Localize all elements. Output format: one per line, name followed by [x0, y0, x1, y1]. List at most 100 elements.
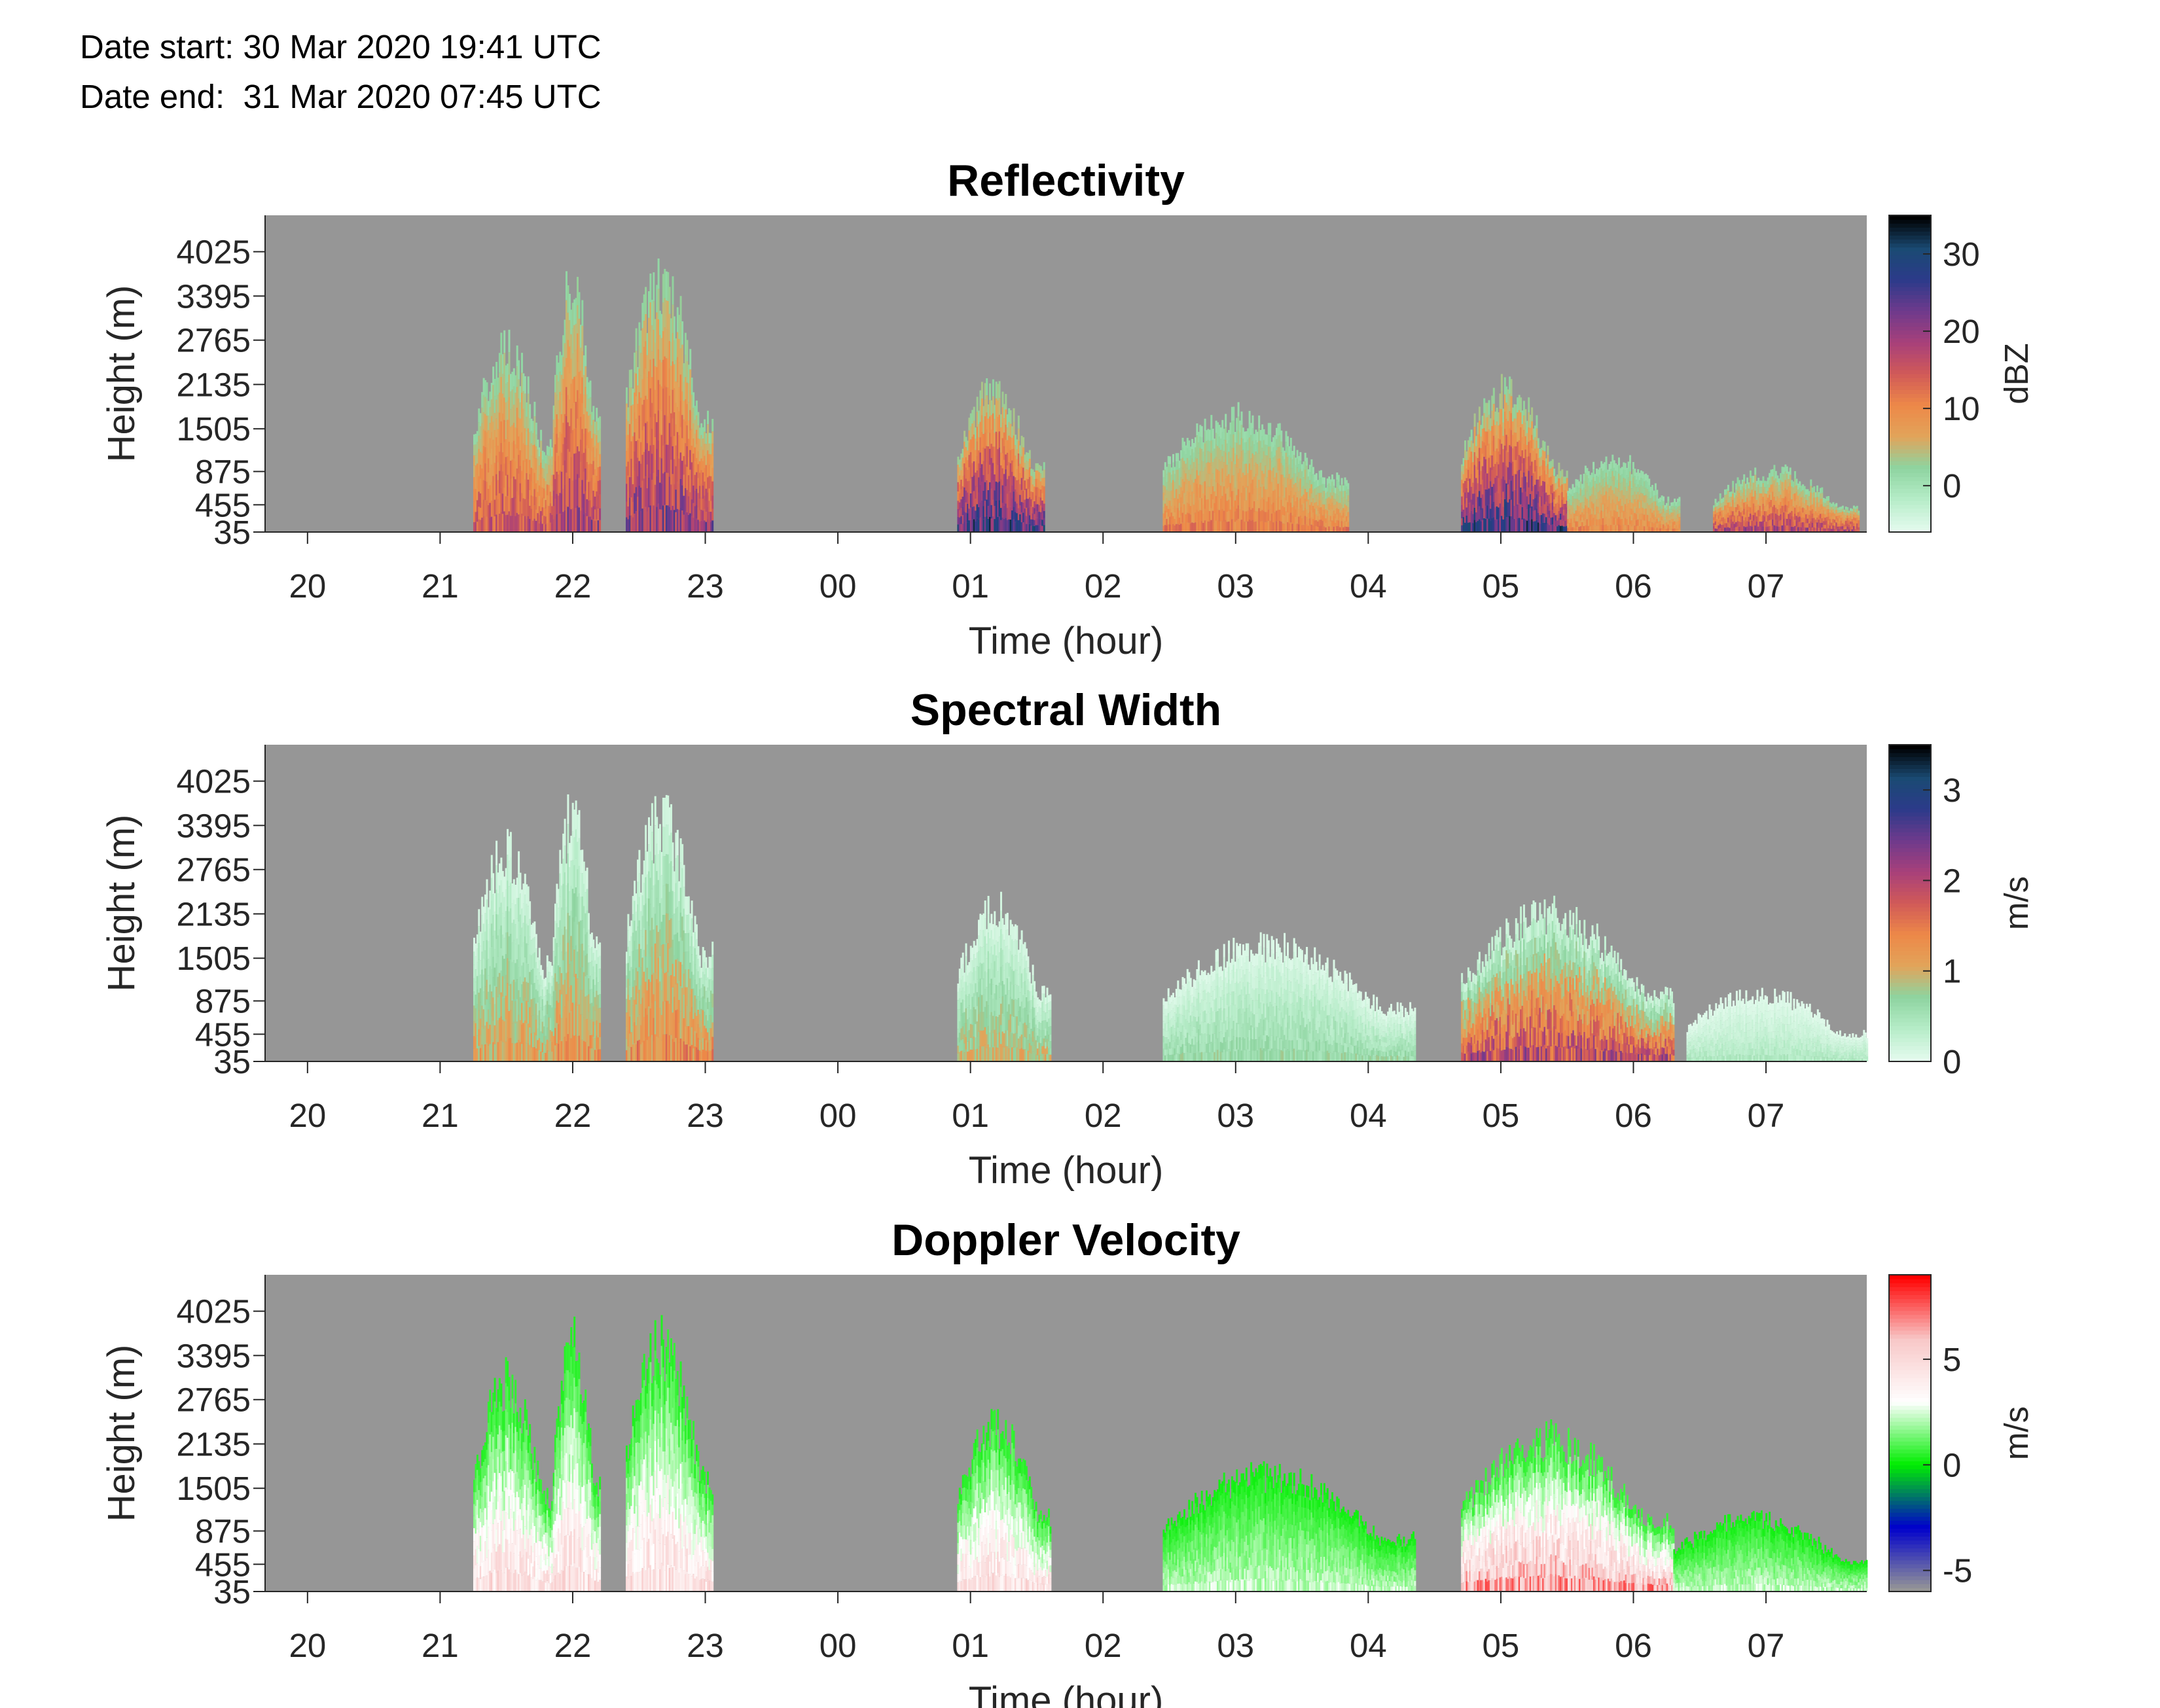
- echo-layer: [473, 258, 1860, 532]
- echo-cell: [1807, 518, 1809, 524]
- echo-cell: [675, 360, 677, 382]
- echo-cell: [686, 425, 689, 446]
- echo-cell: [1536, 520, 1538, 532]
- echo-cell: [500, 464, 503, 488]
- colorbar-band: [1889, 413, 1931, 418]
- echo-cell: [473, 465, 475, 477]
- echo-cell: [1178, 525, 1181, 532]
- echo-cell: [1716, 522, 1718, 526]
- echo-cell: [1749, 471, 1752, 478]
- echo-cell: [1467, 492, 1469, 504]
- echo-cell: [1630, 488, 1633, 496]
- echo-cell: [559, 451, 562, 471]
- echo-cell: [1500, 516, 1503, 532]
- echo-cell: [1729, 507, 1731, 511]
- echo-cell: [1537, 491, 1539, 503]
- echo-cell: [1789, 525, 1791, 532]
- echo-cell: [1036, 504, 1039, 512]
- echo-cell: [501, 471, 504, 494]
- echo-cell: [1522, 430, 1525, 444]
- echo-cell: [1259, 463, 1262, 474]
- echo-cell: [960, 461, 963, 471]
- echo-cell: [497, 378, 499, 395]
- echo-cell: [1288, 474, 1291, 485]
- echo-cell: [1237, 505, 1240, 519]
- echo-cell: [1645, 488, 1647, 495]
- echo-cell: [1210, 520, 1213, 532]
- y-tick-label: 455: [195, 486, 251, 524]
- echo-cell: [1199, 484, 1202, 498]
- echo-cell: [1315, 508, 1318, 514]
- echo-cell: [1191, 512, 1194, 523]
- echo-cell: [1797, 495, 1799, 502]
- echo-cell: [1551, 517, 1554, 525]
- echo-cell: [1755, 487, 1758, 494]
- echo-cell: [684, 421, 687, 444]
- echo-cell: [1748, 501, 1750, 507]
- y-tick-label: 3395: [177, 277, 251, 315]
- colorbar-band: [1889, 231, 1931, 236]
- echo-cell: [1180, 507, 1183, 516]
- echo-cell: [583, 433, 585, 453]
- echo-cell: [1499, 518, 1502, 532]
- echo-cell: [1730, 501, 1733, 507]
- echo-cell: [497, 516, 499, 532]
- echo-cell: [501, 493, 504, 514]
- echo-cell: [1178, 460, 1181, 469]
- echo-cell: [1543, 522, 1546, 532]
- echo-cell: [1576, 505, 1579, 511]
- echo-cell: [1827, 508, 1829, 513]
- echo-cell: [975, 521, 977, 532]
- echo-cell: [1466, 451, 1468, 460]
- echo-cell: [694, 447, 696, 461]
- echo-cell: [1236, 467, 1238, 481]
- echo-cell: [1520, 427, 1522, 442]
- echo-cell: [1570, 494, 1573, 501]
- echo-cell: [508, 329, 511, 353]
- echo-cell: [675, 512, 677, 532]
- echo-cell: [581, 351, 584, 378]
- echo-cell: [597, 455, 600, 467]
- echo-cell: [1502, 507, 1505, 520]
- echo-cell: [1470, 510, 1473, 522]
- echo-cell: [1253, 444, 1255, 455]
- echo-cell: [1228, 452, 1230, 463]
- echo-cell: [1754, 490, 1757, 499]
- echo-cell: [975, 486, 977, 499]
- echo-cell: [1035, 518, 1037, 525]
- echo-cell: [1485, 518, 1487, 532]
- echo-cell: [1331, 508, 1333, 515]
- echo-cell: [1713, 517, 1715, 520]
- echo-cell: [1826, 520, 1828, 525]
- echo-cell: [578, 318, 581, 346]
- echo-cell: [1344, 526, 1346, 532]
- echo-cell: [1724, 518, 1726, 524]
- echo-cell: [1558, 518, 1560, 525]
- x-tick-label: 23: [687, 567, 724, 605]
- echo-cell: [507, 382, 509, 401]
- echo-cell: [657, 289, 660, 319]
- echo-cell: [660, 386, 663, 411]
- echo-cell: [676, 407, 679, 433]
- echo-cell: [1748, 512, 1750, 517]
- echo-cell: [1602, 504, 1604, 512]
- echo-cell: [1774, 471, 1777, 478]
- echo-cell: [1744, 507, 1747, 512]
- echo-cell: [1309, 480, 1311, 489]
- echo-cell: [1027, 461, 1030, 470]
- echo-cell: [540, 440, 543, 452]
- echo-cell: [654, 319, 657, 343]
- colorbar-band: [1889, 255, 1931, 260]
- echo-cell: [473, 489, 475, 502]
- echo-cell: [1858, 513, 1860, 516]
- echo-cell: [1803, 522, 1806, 527]
- echo-cell: [1175, 479, 1178, 489]
- echo-cell: [1841, 511, 1844, 515]
- echo-cell: [708, 501, 711, 512]
- echo-cell: [1013, 435, 1015, 449]
- echo-cell: [705, 476, 708, 489]
- echo-cell: [535, 520, 537, 532]
- echo-cell: [482, 516, 485, 532]
- echo-cell: [1181, 448, 1184, 458]
- echo-cell: [482, 446, 485, 463]
